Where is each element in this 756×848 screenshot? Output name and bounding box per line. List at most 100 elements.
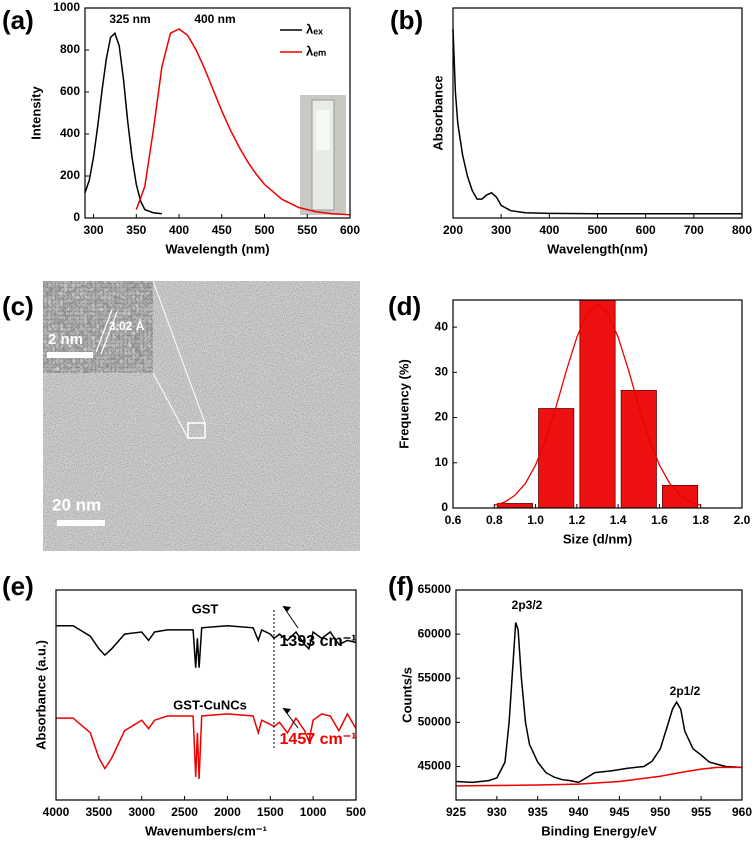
annotation: 325 nm xyxy=(109,12,150,26)
plot-frame xyxy=(452,7,743,219)
cuvette-photo xyxy=(300,95,346,215)
x-tick-label: 400 xyxy=(169,223,189,237)
annotation: 400 nm xyxy=(194,12,235,26)
y-tick-label: 0 xyxy=(441,500,448,514)
y-tick-label: 10 xyxy=(435,455,449,469)
zoom-line xyxy=(152,280,206,424)
x-axis-title: Wavelength(nm) xyxy=(547,241,648,256)
y-tick-label: 20 xyxy=(435,410,449,424)
panel-label: (d) xyxy=(388,291,421,321)
x-tick-label: 1.6 xyxy=(651,513,668,527)
plot-frame xyxy=(55,589,357,801)
line-series xyxy=(455,766,742,787)
histogram-bar xyxy=(579,299,616,509)
x-tick-label: 1.2 xyxy=(569,513,586,527)
y-tick-label: 50000 xyxy=(418,715,452,729)
panel-label: (a) xyxy=(2,5,34,35)
legend-label: λₑₘ xyxy=(306,43,326,58)
scale-bar xyxy=(57,520,105,526)
tem-panel: 3.02 Å 2 nm 20 nm (c) xyxy=(2,280,360,551)
panel-label: (c) xyxy=(2,291,34,321)
y-tick-label: 30 xyxy=(435,365,449,379)
x-tick-label: 500 xyxy=(255,223,275,237)
x-axis-title: Wavelength (nm) xyxy=(165,241,269,256)
plot-frame xyxy=(84,7,351,219)
x-tick-label: 945 xyxy=(609,805,629,819)
y-tick-label: 800 xyxy=(60,42,80,56)
y-tick-label: 0 xyxy=(73,210,80,224)
x-tick-label: 960 xyxy=(732,805,752,819)
scale-bar-label: 20 nm xyxy=(52,495,101,514)
legend-label: λₑₓ xyxy=(306,21,323,36)
x-tick-label: 0.6 xyxy=(445,513,462,527)
y-tick-label: 400 xyxy=(60,126,80,140)
y-tick-label: 60000 xyxy=(418,626,452,640)
x-tick-label: 700 xyxy=(684,223,704,237)
histogram-bar xyxy=(496,503,533,509)
x-tick-label: 3000 xyxy=(128,805,155,819)
y-tick-label: 1000 xyxy=(53,0,80,14)
y-axis-title: Intensity xyxy=(28,86,43,140)
x-tick-label: 0.8 xyxy=(486,513,503,527)
y-axis-title: Frequency (%) xyxy=(396,359,411,449)
fit-curve xyxy=(494,303,701,506)
x-tick-label: 300 xyxy=(84,223,104,237)
x-tick-label: 925 xyxy=(446,805,466,819)
lattice-line xyxy=(95,309,113,353)
x-tick-label: 1000 xyxy=(300,805,327,819)
panel-label: (f) xyxy=(388,571,414,601)
x-tick-label: 600 xyxy=(636,223,656,237)
y-axis-title: Counts/s xyxy=(399,667,414,723)
x-tick-label: 4000 xyxy=(43,805,70,819)
x-tick-label: 550 xyxy=(297,223,317,237)
x-tick-label: 2500 xyxy=(171,805,198,819)
annotation: 2p3/2 xyxy=(512,598,543,612)
series-label: GST xyxy=(192,601,219,616)
series-label: GST-CuNCs xyxy=(173,697,247,712)
x-tick-label: 800 xyxy=(732,223,752,237)
y-axis-title: Absorbance (a.u.) xyxy=(33,640,48,750)
x-tick-label: 1500 xyxy=(257,805,284,819)
plot-frame xyxy=(452,299,743,509)
x-tick-label: 2.0 xyxy=(734,513,751,527)
x-tick-label: 300 xyxy=(491,223,511,237)
arrow-head xyxy=(283,606,291,612)
x-tick-label: 500 xyxy=(587,223,607,237)
histogram-bar xyxy=(662,484,699,509)
line-series xyxy=(452,28,742,215)
panel-label: (e) xyxy=(2,571,34,601)
lattice-label: 3.02 Å xyxy=(109,318,145,333)
line-series xyxy=(135,28,351,216)
x-axis-title: Size (d/nm) xyxy=(563,531,632,546)
x-tick-label: 1.0 xyxy=(527,513,544,527)
lattice-line xyxy=(100,311,118,355)
y-tick-label: 55000 xyxy=(418,670,452,684)
x-axis-title: Wavenumbers/cm⁻¹ xyxy=(145,823,267,838)
x-tick-label: 450 xyxy=(212,223,232,237)
x-tick-label: 955 xyxy=(691,805,711,819)
y-axis-title: Absorbance xyxy=(430,75,445,150)
x-axis-title: Binding Energy/eV xyxy=(541,823,657,838)
x-tick-label: 2000 xyxy=(214,805,241,819)
y-tick-label: 65000 xyxy=(418,582,452,596)
scale-bar xyxy=(47,352,93,358)
x-tick-label: 350 xyxy=(126,223,146,237)
line-series xyxy=(84,31,162,215)
plot-frame xyxy=(455,589,743,801)
x-tick-label: 600 xyxy=(340,223,360,237)
y-tick-label: 200 xyxy=(60,168,80,182)
arrow-head xyxy=(283,708,291,714)
x-tick-label: 935 xyxy=(528,805,548,819)
zoom-box xyxy=(187,422,206,439)
zoom-line xyxy=(152,372,189,439)
x-tick-label: 950 xyxy=(650,805,670,819)
annotation: 1457 cm⁻¹ xyxy=(280,731,357,748)
x-tick-label: 930 xyxy=(487,805,507,819)
scale-bar-label: 2 nm xyxy=(48,331,83,348)
line-series xyxy=(56,712,357,780)
line-series xyxy=(56,624,357,668)
x-tick-label: 1.8 xyxy=(692,513,709,527)
annotation: 2p1/2 xyxy=(670,684,701,698)
line-series xyxy=(455,622,743,784)
